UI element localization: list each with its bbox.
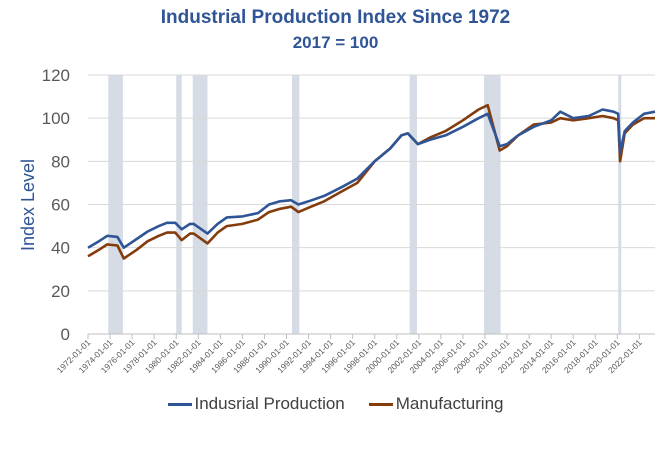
legend-label: Manufacturing (395, 394, 504, 413)
y-tick-label: 40 (51, 239, 70, 258)
legend-item-industrial-production: Indusrial Production (167, 394, 345, 414)
series-line-industrial-production (87, 108, 656, 249)
legend-item-manufacturing: Manufacturing (368, 394, 504, 414)
series-line-manufacturing (87, 103, 655, 260)
chart-subtitle: 2017 = 100 (292, 33, 379, 52)
legend-label: Indusrial Production (194, 394, 345, 413)
y-axis-label: Index Level (18, 159, 38, 251)
y-tick-label: 120 (42, 66, 70, 85)
y-tick-label: 100 (42, 109, 70, 128)
legend-swatch (167, 402, 192, 406)
legend: Indusrial Production Manufacturing (0, 394, 671, 414)
legend-swatch (368, 402, 393, 406)
chart-title: Industrial Production Index Since 1972 (160, 7, 511, 28)
y-tick-label: 20 (51, 282, 70, 301)
y-tick-label: 0 (61, 325, 70, 344)
y-tick-label: 60 (51, 196, 70, 215)
y-tick-label: 80 (51, 152, 70, 171)
